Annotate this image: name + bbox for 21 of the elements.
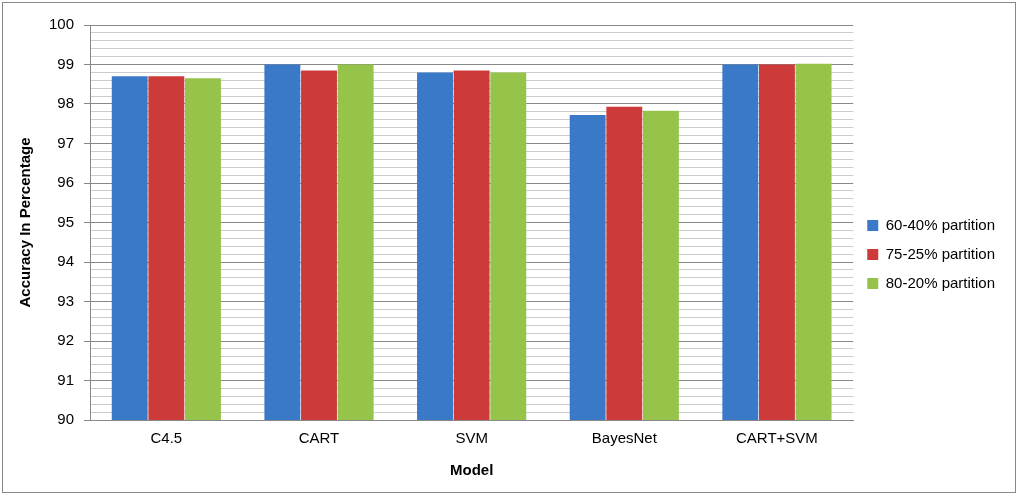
y-tick-label: 94 <box>57 252 75 270</box>
y-tick-label: 92 <box>57 331 75 349</box>
y-tick-label: 95 <box>57 212 75 230</box>
y-axis-title: Accuracy In Percentage <box>16 137 34 308</box>
y-tick-label: 99 <box>57 54 75 72</box>
y-tick-label: 100 <box>49 15 75 33</box>
y-tick-label: 97 <box>57 133 75 151</box>
y-tick-label: 91 <box>57 370 75 388</box>
legend-label: 75-25% partition <box>885 244 995 262</box>
x-tick-label: SVM <box>455 429 488 447</box>
legend-label: 80-20% partition <box>885 273 995 291</box>
x-tick-label: BayesNet <box>591 429 658 447</box>
x-tick-label: C4.5 <box>150 429 183 447</box>
y-tick-label: 96 <box>57 173 75 191</box>
y-tick-label: 93 <box>57 291 75 309</box>
x-tick-label: CART <box>298 429 340 447</box>
legend-label: 60-40% partition <box>885 215 995 233</box>
y-tick-label: 98 <box>57 94 75 112</box>
y-tick-label: 90 <box>57 410 75 428</box>
x-tick-label: CART+SVM <box>736 429 818 447</box>
x-axis-title: Model <box>449 461 494 479</box>
